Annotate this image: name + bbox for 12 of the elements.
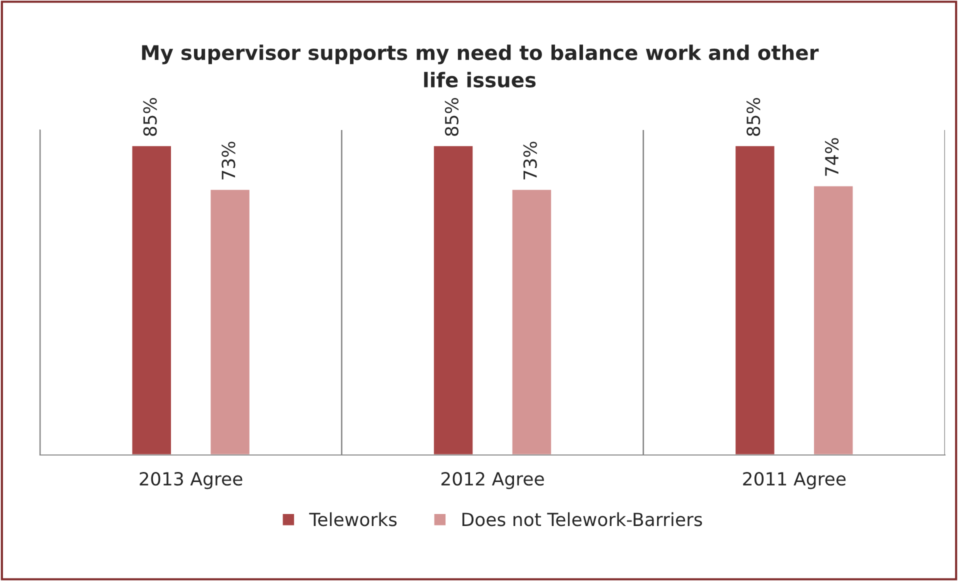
data-label: 85%: [746, 98, 760, 136]
legend-label: Teleworks: [309, 512, 397, 526]
x-tick-label: 2012 Agree: [441, 472, 544, 490]
chart-title: My supervisor supports my need to balance work and other life issues: [142, 44, 819, 88]
data-label: 73%: [523, 142, 537, 180]
data-label: 73%: [222, 142, 236, 180]
data-label: 85%: [444, 98, 459, 136]
x-tick-label: 2011 Agree: [743, 472, 846, 490]
data-label: 74%: [824, 138, 839, 176]
legend-label: Does not Telework-Barriers: [462, 512, 702, 526]
x-tick-label: 2013 Agree: [140, 472, 242, 490]
data-label: 85%: [143, 98, 157, 136]
